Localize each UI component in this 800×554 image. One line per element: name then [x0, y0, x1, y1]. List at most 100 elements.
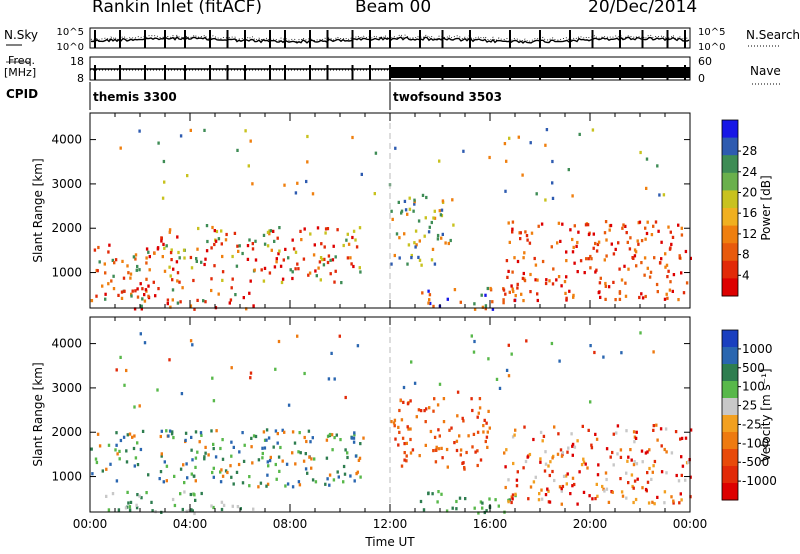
velocity-cell [392, 421, 396, 425]
power-cell [431, 247, 435, 251]
power-cell [646, 220, 649, 224]
power-cell [462, 149, 465, 153]
power-cell [502, 298, 505, 302]
velocity-cell [165, 479, 168, 483]
power-cell [503, 142, 507, 146]
velocity-cell [487, 357, 490, 361]
power-cell [432, 304, 435, 308]
velocity-cell [224, 469, 228, 473]
velocity-cell [407, 427, 410, 431]
xtick-label-6: 00:00 [673, 517, 708, 531]
velocity-cell [330, 433, 334, 437]
velocity-cell [442, 420, 446, 424]
velocity-cell [632, 500, 635, 505]
velocity-cell [314, 480, 318, 484]
power-cell [189, 255, 193, 260]
power-cell [550, 245, 553, 249]
velocity-cell [632, 486, 635, 490]
velocity-cell [405, 459, 408, 463]
power-cell [508, 290, 511, 294]
power-cell [317, 266, 320, 270]
velocity-cell [541, 439, 544, 443]
velocity-cell [310, 466, 313, 470]
power-cell [251, 242, 254, 246]
velocity-cell [445, 509, 449, 513]
xtick-label-4: 16:00 [473, 517, 508, 531]
velocity-cell [344, 448, 347, 452]
power-cell [291, 270, 294, 274]
velocity-cell [612, 432, 615, 436]
velocity-cell [181, 507, 184, 512]
power-cell [302, 257, 306, 261]
power-cell [278, 249, 281, 253]
power-cell [326, 260, 330, 265]
power-cell [95, 294, 98, 298]
power-cell [536, 298, 539, 303]
velocity-cell [465, 450, 468, 455]
velocity-cell [115, 443, 118, 447]
velocity-cell [461, 416, 464, 420]
velocity-cell [145, 491, 148, 495]
velocity-cell [335, 433, 338, 437]
power-colorbar-tick-label: 16 [742, 206, 757, 220]
velocity-cell [220, 468, 223, 472]
velocity-cell [128, 432, 132, 436]
velocity-cell [170, 432, 174, 436]
power-cell [98, 260, 101, 264]
power-cell [528, 241, 532, 245]
power-cell [119, 146, 122, 150]
velocity-cell [171, 430, 174, 434]
power-cell [565, 250, 568, 254]
power-colorbar-swatch [722, 260, 738, 279]
velocity-cell [261, 456, 264, 460]
power-colorbar-swatch [722, 172, 738, 191]
velocity-cell [230, 440, 233, 444]
velocity-cell [425, 407, 428, 411]
velocity-cell [230, 475, 233, 479]
power-cell [311, 192, 315, 196]
velocity-cell [313, 457, 316, 461]
velocity-cell [232, 482, 235, 486]
velocity-cell [478, 406, 482, 410]
power-cell [291, 238, 294, 242]
power-cell [145, 261, 148, 265]
velocity-cell [455, 448, 459, 453]
velocity-cell [476, 463, 479, 468]
power-cell [573, 261, 576, 265]
velocity-cell [173, 474, 176, 478]
velocity-cell [357, 458, 361, 462]
velocity-cell [625, 471, 628, 475]
power-cell [230, 286, 233, 290]
power-cell [591, 128, 595, 132]
power-cell [603, 258, 606, 262]
power-cell [565, 298, 568, 302]
velocity-cell [463, 466, 466, 470]
power-cell [181, 286, 184, 290]
velocity-cell [214, 455, 218, 459]
power-cell [323, 257, 326, 261]
velocity-cell [525, 339, 528, 343]
velocity-cell [326, 477, 329, 481]
velocity-cell [266, 473, 269, 477]
power-cell [127, 271, 130, 275]
velocity-cell [403, 458, 406, 462]
power-cell [168, 228, 172, 232]
velocity-cell [274, 367, 277, 371]
power-cell [193, 307, 196, 311]
velocity-cell [680, 436, 684, 440]
velocity-colorbar-label: Velocity [m s⁻¹] [759, 368, 773, 461]
velocity-cell [398, 430, 401, 434]
velocity-cell [105, 467, 108, 471]
power-cell [112, 274, 115, 278]
velocity-cell [641, 460, 644, 464]
power-cell [169, 251, 173, 255]
power-cell [523, 251, 526, 255]
velocity-cell [477, 511, 480, 515]
power-cell [319, 256, 323, 260]
power-cell [410, 256, 413, 260]
power-cell [576, 240, 579, 245]
velocity-cell [672, 499, 675, 503]
velocity-cell [184, 431, 188, 435]
velocity-cell [180, 392, 184, 396]
velocity-cell [397, 425, 400, 429]
